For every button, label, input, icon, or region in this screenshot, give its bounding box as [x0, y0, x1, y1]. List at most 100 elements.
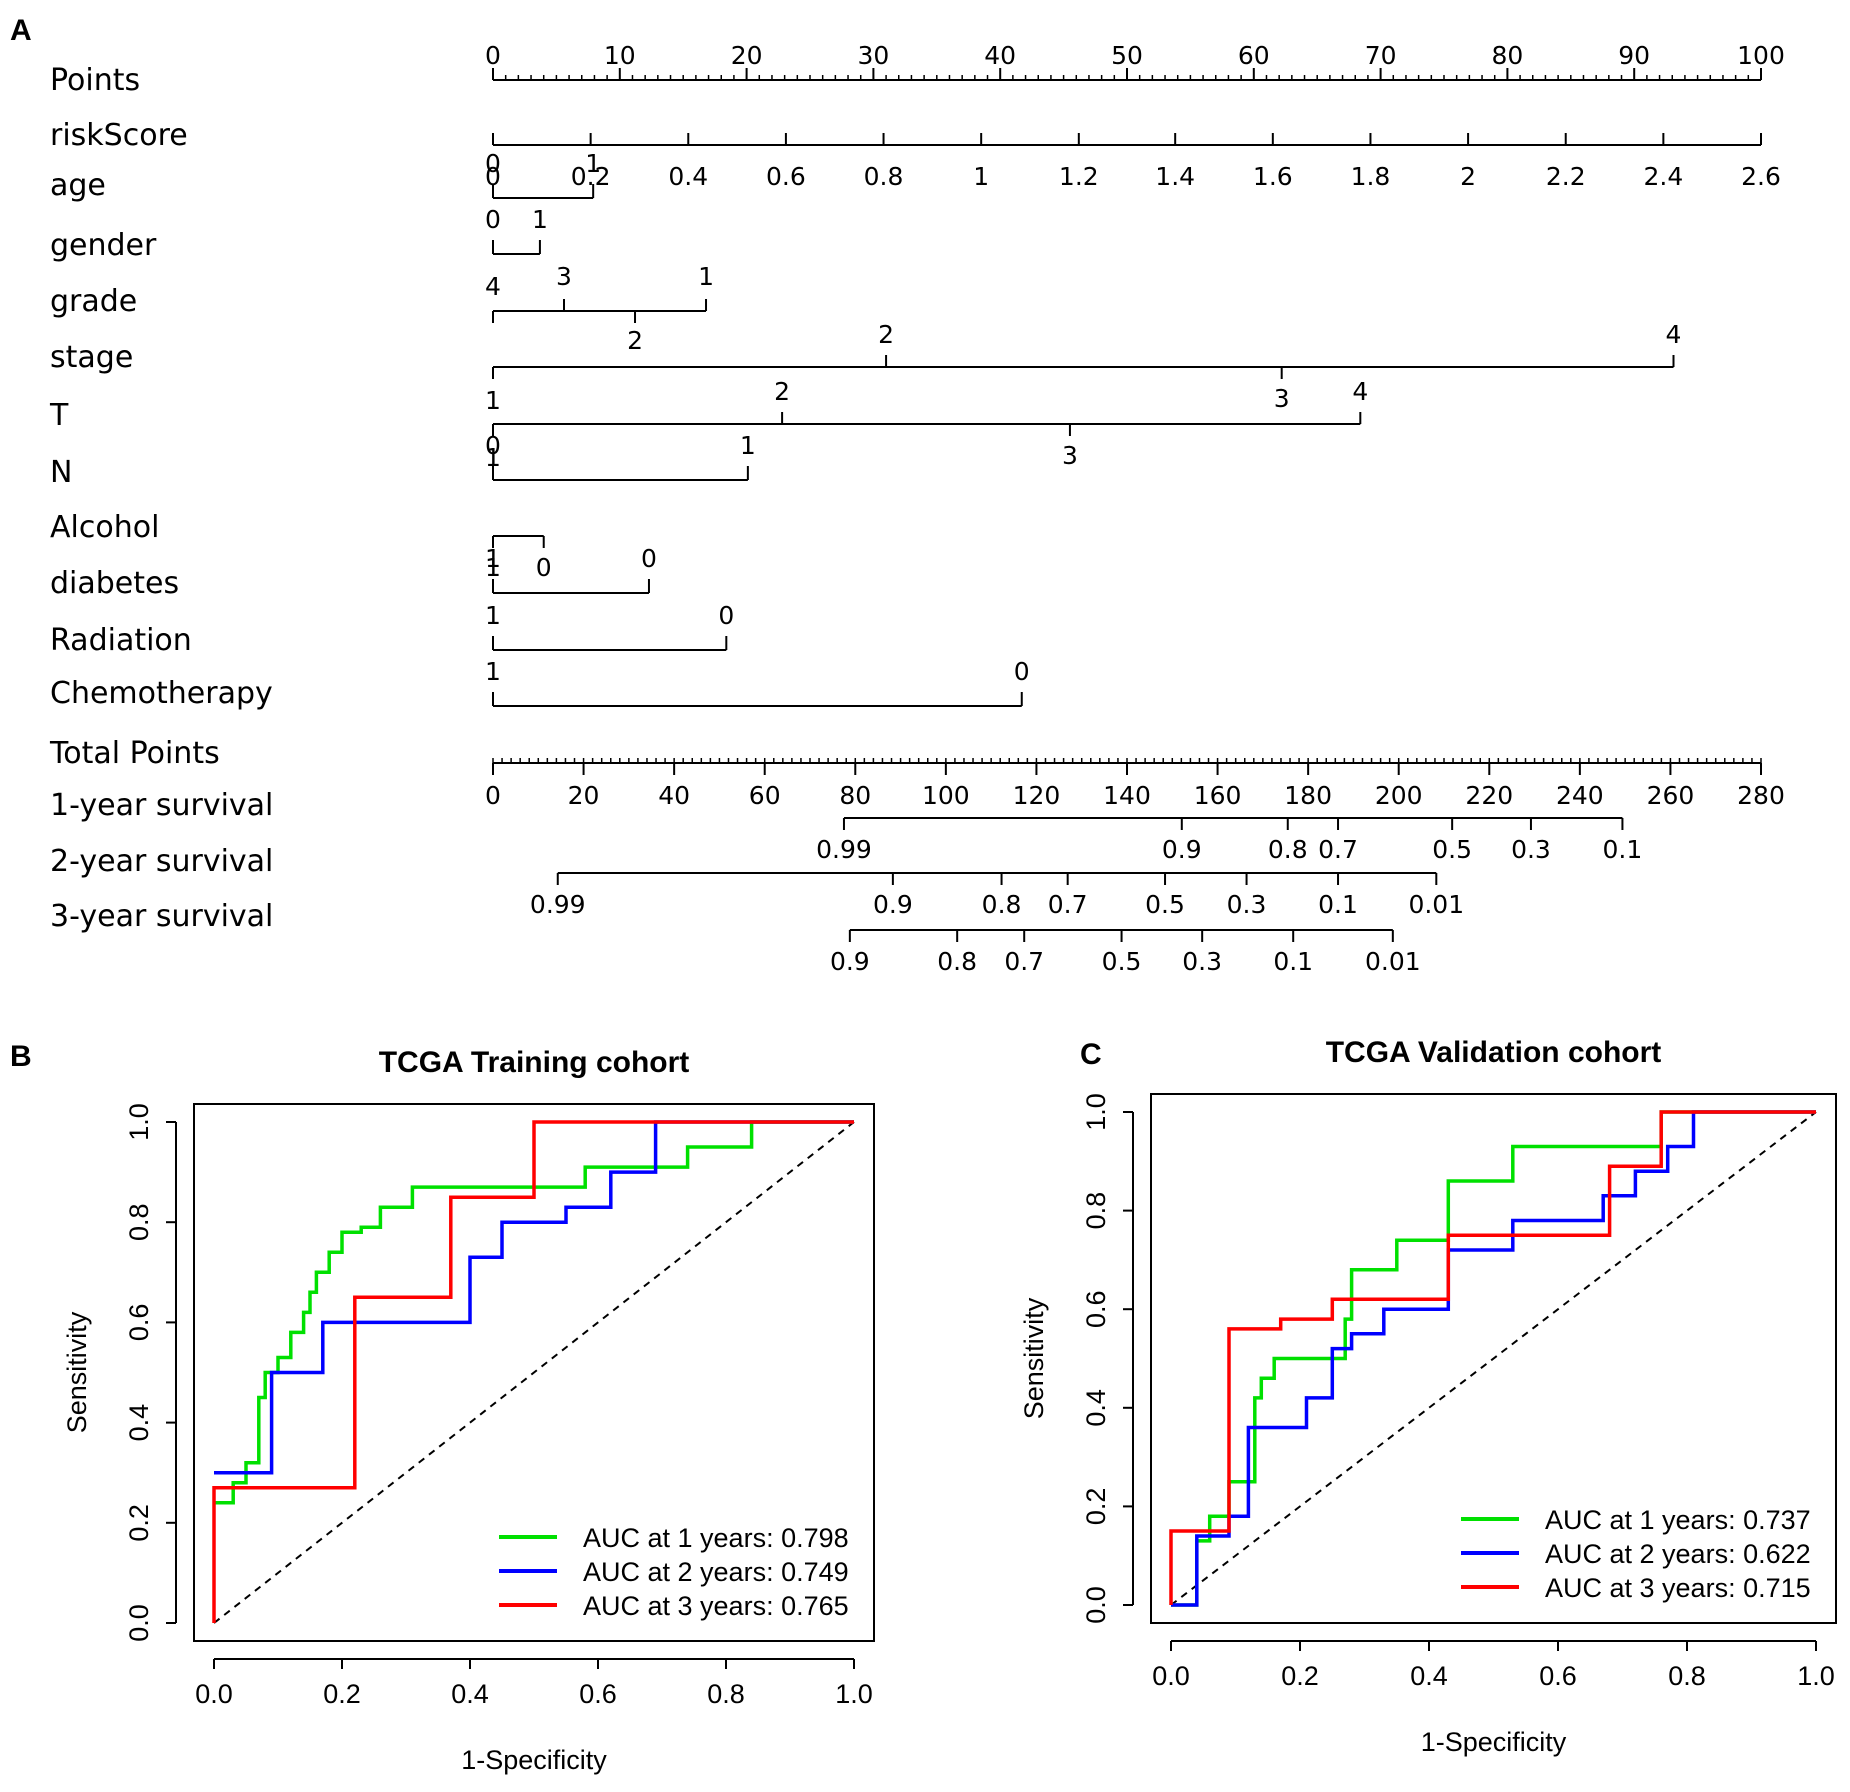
nomogram-tick-label: 0.01: [1365, 947, 1421, 976]
nomogram-tick-label: 0.7: [1048, 890, 1088, 919]
nomogram-tick-label: 0: [485, 205, 501, 234]
x-tick-label: 0.4: [1410, 1661, 1448, 1691]
chart-title: TCGA Training cohort: [379, 1046, 690, 1079]
nomogram-tick-label: 1: [485, 544, 501, 573]
roc-curve-series-3: [1169, 1110, 1816, 1605]
nomogram-tick-label: 0.3: [1182, 947, 1222, 976]
panel-letter-a: A: [10, 14, 32, 47]
legend-entry: AUC at 2 years: 0.622: [1545, 1539, 1811, 1569]
nomogram-tick-label: 1: [485, 553, 501, 582]
y-tick-label: 0.6: [124, 1304, 154, 1342]
y-tick-label: 0.4: [124, 1404, 154, 1442]
y-tick-label: 0.2: [124, 1504, 154, 1542]
nomogram-tick-label: 10: [604, 41, 636, 70]
x-axis-label: 1-Specificity: [461, 1745, 607, 1775]
chart-title: TCGA Validation cohort: [1326, 1036, 1662, 1069]
nomogram-tick-label: 120: [1013, 781, 1061, 810]
nomogram-tick-label: 1.8: [1351, 162, 1391, 191]
nomogram-row-label: diabetes: [50, 566, 179, 601]
nomogram-tick-label: 0: [641, 544, 657, 573]
nomogram-tick-label: 0.01: [1408, 890, 1464, 919]
nomogram-tick-label: 1: [585, 149, 601, 178]
legend-entry: AUC at 2 years: 0.749: [583, 1557, 849, 1587]
roc-curve-series-3: [212, 1120, 854, 1623]
nomogram-row-label: gender: [50, 228, 157, 263]
nomogram-tick-label: 160: [1194, 781, 1242, 810]
nomogram-tick-label: 0.2: [571, 162, 611, 191]
roc-curve-series-1: [1171, 1110, 1816, 1607]
nomogram-tick-label: 0.6: [766, 162, 806, 191]
nomogram-tick-label: 0.99: [816, 835, 872, 864]
x-tick-label: 0.0: [195, 1679, 233, 1709]
nomogram-tick-label: 4: [485, 272, 501, 301]
nomogram-tick-label: 1: [973, 162, 989, 191]
nomogram-tick-label: 0.9: [830, 947, 870, 976]
nomogram-tick-label: 0.8: [982, 890, 1022, 919]
nomogram-tick-label: 0.8: [1268, 835, 1308, 864]
nomogram-tick-label: 2: [774, 377, 790, 406]
nomogram-tick-label: 0: [485, 149, 501, 178]
x-tick-label: 1.0: [1797, 1661, 1835, 1691]
nomogram-row-label: Points: [50, 63, 140, 98]
nomogram-tick-label: 3: [1062, 441, 1078, 470]
nomogram-tick-label: 0: [485, 41, 501, 70]
x-tick-label: 0.8: [707, 1679, 745, 1709]
roc-training-chart: TCGA Training cohort 0.0 0.2 0.4 0.6 0.8 1.0 1-…: [62, 1046, 875, 1775]
x-tick-label: 0.6: [579, 1679, 617, 1709]
nomogram-tick-label: 70: [1365, 41, 1397, 70]
nomogram-tick-label: 1.4: [1155, 162, 1195, 191]
nomogram-tick-label: 0.5: [1145, 890, 1185, 919]
nomogram-tick-label: 0.9: [1162, 835, 1202, 864]
nomogram-tick-label: 1: [532, 205, 548, 234]
nomogram-tick-label: 60: [1238, 41, 1270, 70]
nomogram-row-label: riskScore: [50, 118, 188, 153]
nomogram-tick-label: 60: [749, 781, 781, 810]
panel-letter-c: C: [1080, 1038, 1102, 1071]
nomogram-tick-label: 1.2: [1059, 162, 1099, 191]
nomogram-row-label: stage: [50, 340, 133, 375]
y-tick-label: 0.0: [1081, 1586, 1111, 1624]
nomogram-tick-label: 0.4: [668, 162, 708, 191]
nomogram-tick-label: 220: [1465, 781, 1513, 810]
nomogram-tick-label: 1: [485, 386, 501, 415]
y-tick-label: 1.0: [1081, 1093, 1111, 1131]
x-tick-label: 0.6: [1539, 1661, 1577, 1691]
plot-frame: [193, 1103, 875, 1642]
legend-entry: AUC at 3 years: 0.765: [583, 1591, 849, 1621]
nomogram-row-label: 1-year survival: [50, 788, 273, 823]
y-tick-label: 0.8: [124, 1203, 154, 1241]
nomogram-tick-label: 0: [485, 431, 501, 460]
nomogram-tick-label: 260: [1647, 781, 1695, 810]
nomogram-tick-label: 4: [1666, 320, 1682, 349]
y-axis-label: Sensitivity: [1019, 1297, 1049, 1419]
nomogram-tick-label: 0: [1014, 657, 1030, 686]
plot-frame: [1150, 1093, 1837, 1624]
nomogram-tick-label: 0.8: [864, 162, 904, 191]
x-tick-label: 0.0: [1152, 1661, 1190, 1691]
nomogram-tick-label: 200: [1375, 781, 1423, 810]
nomogram-tick-label: 80: [839, 781, 871, 810]
y-tick-label: 0.4: [1081, 1389, 1111, 1427]
nomogram-tick-label: 0.5: [1432, 835, 1472, 864]
y-tick-label: 0.2: [1081, 1488, 1111, 1526]
nomogram-tick-label: 0.3: [1511, 835, 1551, 864]
nomogram-tick-label: 140: [1103, 781, 1151, 810]
reference-diagonal: [213, 1121, 855, 1624]
x-tick-label: 0.2: [1281, 1661, 1319, 1691]
nomogram-tick-label: 4: [1352, 377, 1368, 406]
legend-entry: AUC at 1 years: 0.798: [583, 1523, 849, 1553]
nomogram-row-label: 3-year survival: [50, 899, 273, 934]
nomogram-tick-label: 0.5: [1102, 947, 1142, 976]
nomogram-tick-label: 0.7: [1004, 947, 1044, 976]
x-tick-label: 0.4: [451, 1679, 489, 1709]
y-tick-label: 0.0: [124, 1604, 154, 1642]
roc-validation-chart: TCGA Validation cohort 0.0 0.2 0.4 0.6 0.8 1.0…: [1019, 1036, 1837, 1757]
y-axis-label: Sensitivity: [62, 1311, 92, 1433]
nomogram-tick-label: 20: [568, 781, 600, 810]
nomogram-tick-label: 1: [485, 657, 501, 686]
y-tick-label: 0.6: [1081, 1290, 1111, 1328]
nomogram-tick-label: 0: [536, 553, 552, 582]
nomogram-tick-label: 280: [1737, 781, 1785, 810]
